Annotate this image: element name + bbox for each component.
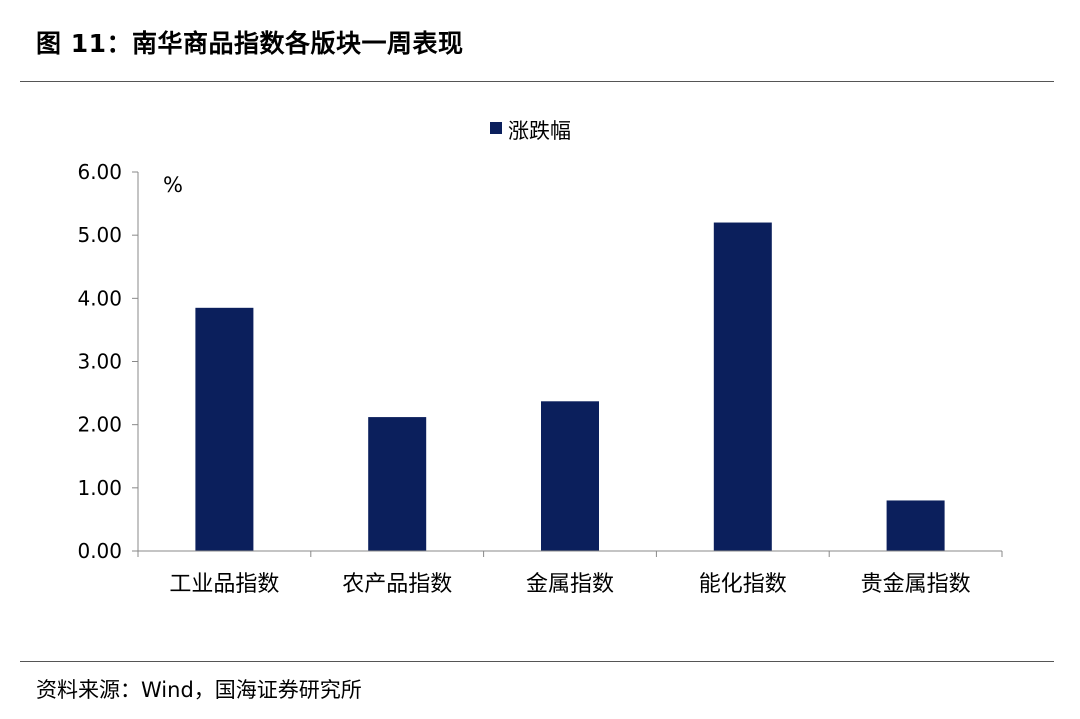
y-tick-label: 3.00 — [77, 350, 122, 374]
y-axis: 0.00 1.00 2.00 3.00 4.00 5.00 6.00 — [77, 160, 139, 563]
y-tick-label: 1.00 — [77, 476, 122, 500]
legend-swatch — [490, 122, 502, 134]
title-divider — [20, 81, 1054, 82]
y-tick-label: 0.00 — [77, 539, 122, 563]
bar-5 — [886, 500, 945, 551]
y-tick-label: 6.00 — [77, 160, 122, 184]
bar-1 — [195, 307, 254, 551]
x-category-label: 农产品指数 — [342, 572, 452, 597]
y-tick-label: 5.00 — [77, 223, 122, 247]
source-divider — [20, 661, 1054, 662]
y-tick-label: 2.00 — [77, 413, 122, 437]
source-note: 资料来源：Wind，国海证券研究所 — [36, 678, 362, 702]
figure-title: 图 11：南华商品指数各版块一周表现 — [36, 29, 464, 58]
bar-2 — [368, 417, 427, 551]
y-unit-label: % — [163, 173, 183, 197]
x-category-label: 工业品指数 — [169, 572, 279, 597]
legend-label: 涨跌幅 — [508, 119, 571, 143]
x-category-label: 金属指数 — [526, 572, 614, 597]
x-category-label: 贵金属指数 — [861, 572, 971, 597]
bar-4 — [713, 222, 772, 552]
legend: 涨跌幅 — [490, 119, 571, 143]
x-axis: 工业品指数 农产品指数 金属指数 能化指数 贵金属指数 — [137, 550, 1003, 597]
y-tick-label: 4.00 — [77, 286, 122, 310]
bars — [195, 222, 945, 552]
x-category-label: 能化指数 — [699, 572, 787, 597]
bar-3 — [541, 401, 599, 551]
